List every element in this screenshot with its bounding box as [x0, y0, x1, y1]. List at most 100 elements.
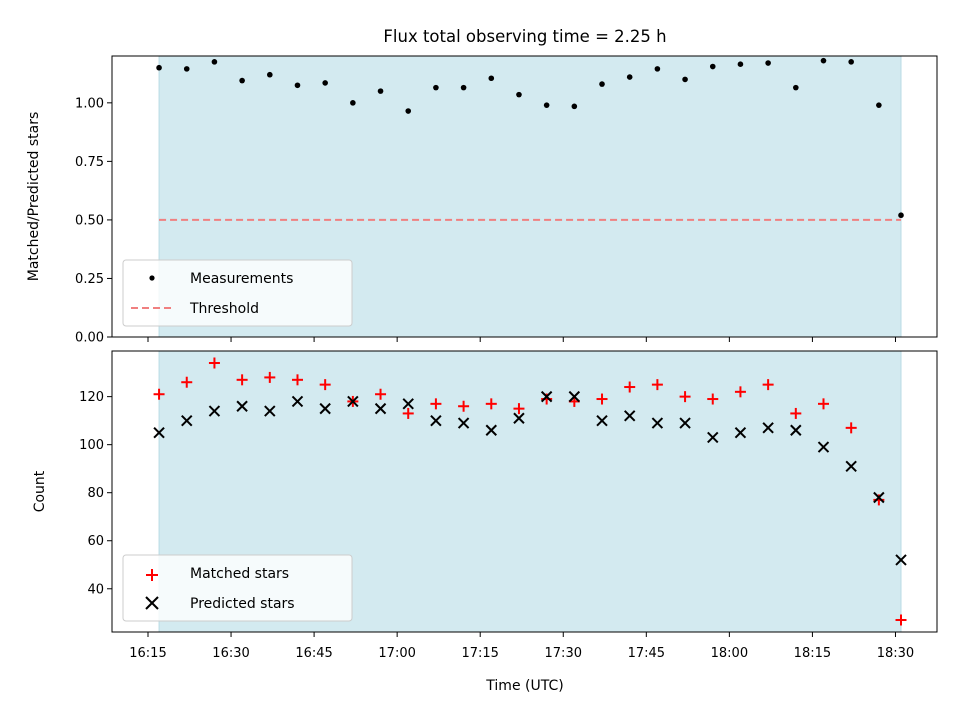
predicted-star-point	[485, 424, 497, 436]
measurement-point	[377, 88, 384, 94]
bottom-legend: Matched stars Predicted stars	[122, 554, 353, 622]
predicted-star-point	[264, 405, 276, 417]
x-tick-label: 17:45	[628, 646, 665, 661]
predicted-star-point	[208, 405, 221, 417]
predicted-star-point	[790, 424, 802, 436]
matched-star-point	[181, 376, 193, 388]
measurement-point	[239, 77, 245, 84]
y-tick-label: 0.25	[75, 272, 104, 287]
matched-star-point	[790, 407, 802, 419]
y-tick-label: 1.00	[75, 96, 104, 111]
measurement-point	[654, 66, 661, 72]
measurement-point	[543, 102, 550, 108]
measurement-point	[820, 57, 827, 64]
y-tick-label: 80	[87, 486, 104, 501]
measurement-point	[848, 59, 854, 65]
predicted-star-point	[817, 441, 830, 453]
matched-star-point	[375, 388, 387, 400]
y-tick-label: 100	[79, 438, 104, 453]
matched-star-point	[402, 407, 414, 419]
y-tick-label: 60	[87, 534, 104, 549]
matched-star-point	[319, 379, 331, 391]
legend-measurements-label: Measurements	[190, 271, 293, 287]
matched-star-points	[153, 357, 907, 626]
predicted-star-point	[347, 395, 359, 408]
measurement-point	[682, 76, 688, 83]
y-tick-label: 120	[79, 390, 104, 405]
measurement-point	[350, 100, 356, 106]
predicted-star-point	[402, 398, 414, 410]
legend-matched-label: Matched stars	[190, 566, 289, 582]
measurement-point	[793, 84, 799, 91]
top-panel: 0.00 0.25 0.50 0.75 1.00 Matched/Predicted s…	[26, 55, 938, 346]
top-x-ticks	[147, 337, 896, 342]
predicted-star-point	[319, 402, 331, 415]
x-tick-label: 18:00	[711, 646, 748, 661]
measurement-point	[898, 212, 904, 219]
x-tick-label: 18:30	[877, 646, 914, 661]
predicted-star-point	[374, 402, 387, 415]
y-tick-label: 0.00	[75, 331, 104, 346]
predicted-star-point	[513, 412, 525, 424]
matched-star-point	[817, 398, 829, 410]
measurement-point	[267, 71, 273, 78]
matched-star-point	[707, 393, 719, 405]
predicted-star-point	[540, 390, 553, 403]
measurement-point	[183, 66, 190, 72]
measurement-point	[599, 81, 605, 87]
matched-star-point	[236, 374, 248, 386]
measurement-point	[405, 108, 412, 114]
x-tick-label: 17:00	[378, 646, 415, 661]
matched-star-point	[208, 357, 220, 369]
bottom-y-axis-label: Count	[32, 470, 48, 512]
predicted-star-point	[568, 390, 581, 403]
y-tick-label: 0.50	[75, 213, 104, 228]
matched-star-point	[651, 379, 663, 391]
matched-star-point	[895, 614, 907, 626]
predicted-star-point	[651, 417, 664, 429]
predicted-star-point	[181, 414, 193, 427]
predicted-star-point	[153, 426, 165, 439]
top-y-ticks: 0.00 0.25 0.50 0.75 1.00	[75, 96, 112, 346]
legend-predicted-label: Predicted stars	[190, 596, 295, 612]
measurement-point	[322, 80, 328, 86]
legend-measurements-marker	[149, 275, 155, 281]
predicted-star-point	[895, 554, 907, 566]
predicted-star-point	[707, 431, 719, 444]
x-tick-label: 16:30	[212, 646, 249, 661]
matched-star-point	[291, 374, 303, 386]
chart-title: Flux total observing time = 2.25 h	[383, 27, 666, 46]
x-tick-label: 16:45	[295, 646, 332, 661]
bottom-x-ticks: 16:15 16:30 16:45 17:00 17:15 17:30 17:45 18:00…	[129, 632, 914, 661]
top-axes-frame	[111, 55, 938, 338]
matched-star-point	[679, 391, 691, 403]
predicted-star-point	[734, 426, 747, 439]
predicted-star-point	[623, 410, 636, 422]
predicted-star-point	[430, 414, 442, 427]
predicted-star-point	[236, 400, 248, 412]
legend-matched-marker	[146, 569, 158, 581]
top-legend: Measurements Threshold	[122, 259, 353, 327]
top-y-axis-label: Matched/Predicted stars	[26, 112, 42, 282]
x-axis-label: Time (UTC)	[485, 678, 563, 694]
bottom-legend-box	[122, 554, 353, 622]
measurement-point	[156, 64, 162, 71]
matched-star-point	[485, 398, 497, 410]
measurement-points	[156, 57, 904, 219]
matched-star-point	[430, 398, 442, 410]
measurement-point	[516, 91, 522, 98]
legend-threshold-label: Threshold	[189, 301, 259, 317]
predicted-star-point	[873, 491, 885, 504]
matched-star-point	[845, 422, 857, 434]
x-tick-label: 17:15	[461, 646, 498, 661]
matched-star-point	[264, 371, 276, 383]
top-legend-box	[122, 259, 353, 327]
matched-star-point	[734, 386, 746, 398]
measurement-point	[626, 74, 633, 80]
legend-predicted-marker	[145, 596, 159, 610]
measurement-point	[488, 75, 495, 82]
matched-star-point	[596, 393, 608, 405]
matched-star-point	[153, 388, 165, 400]
measurement-point	[211, 59, 218, 65]
